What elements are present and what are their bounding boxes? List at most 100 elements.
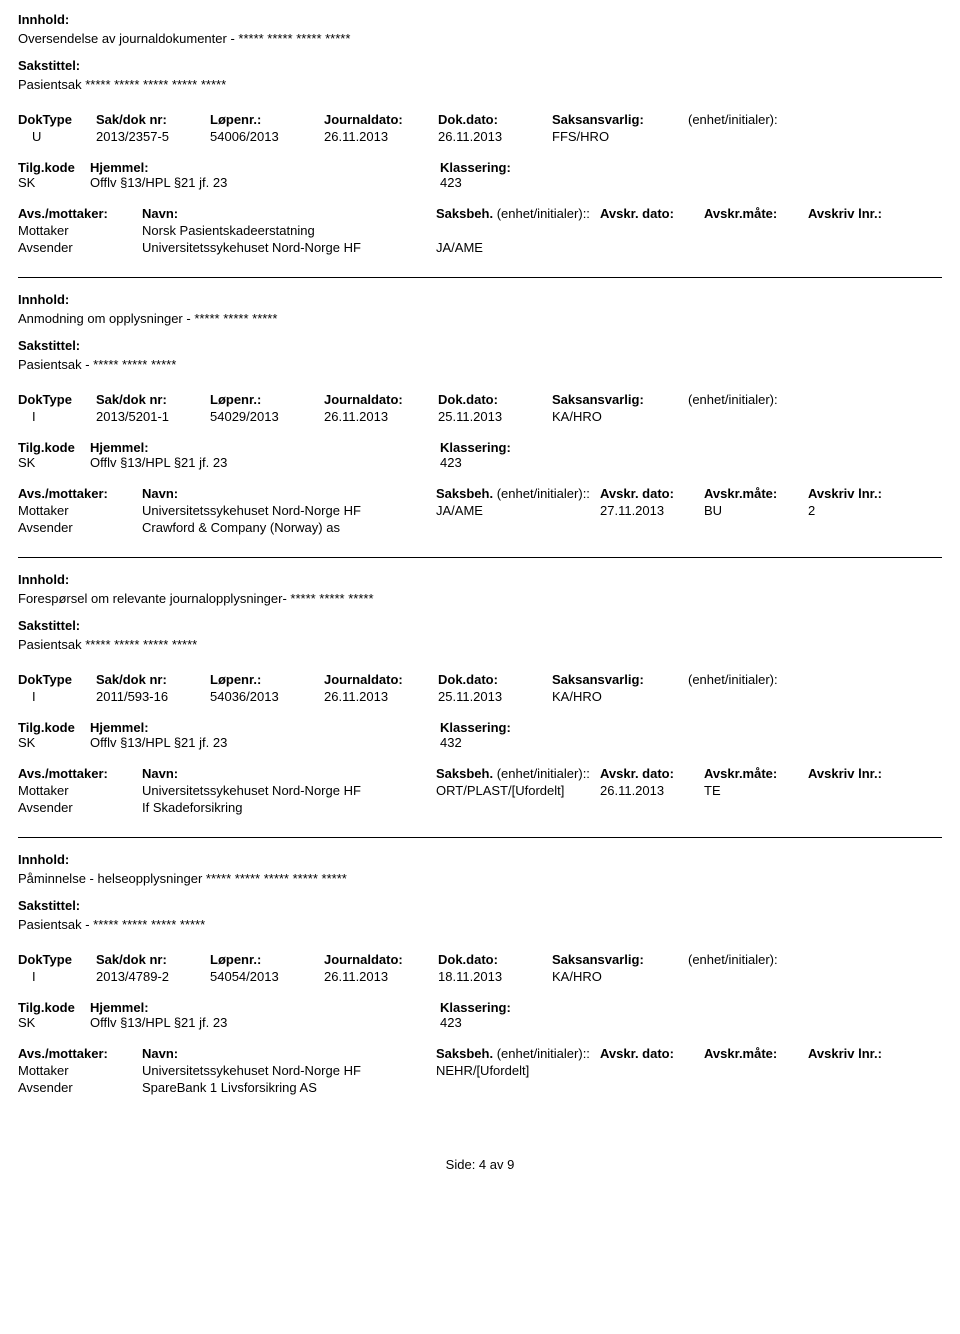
- tilgkode-label: Tilg.kode: [18, 720, 90, 735]
- doktype-value: I: [18, 689, 90, 704]
- sakdoknr-label: Sak/dok nr:: [96, 952, 204, 967]
- innhold-value: Anmodning om opplysninger - ***** ***** …: [18, 311, 942, 326]
- klassering-label: Klassering:: [440, 440, 620, 455]
- party-saksbeh: [436, 1080, 596, 1095]
- sakdoknr-label: Sak/dok nr:: [96, 112, 204, 127]
- avsmottaker-label: Avs./mottaker:: [18, 206, 138, 221]
- hjemmel-value: Offlv §13/HPL §21 jf. 23: [90, 735, 440, 750]
- party-avskrmate: [704, 1063, 804, 1078]
- party-avskrdato: [600, 1063, 700, 1078]
- navn-label: Navn:: [142, 1046, 432, 1061]
- party-name: Universitetssykehuset Nord-Norge HF: [142, 240, 432, 255]
- party-name: Universitetssykehuset Nord-Norge HF: [142, 503, 432, 518]
- avskrmate-label: Avskr.måte:: [704, 1046, 804, 1061]
- navn-label: Navn:: [142, 486, 432, 501]
- party-saksbeh: [436, 800, 596, 815]
- sakstittel-label: Sakstittel:: [18, 338, 80, 353]
- innhold-value: Påminnelse - helseopplysninger ***** ***…: [18, 871, 942, 886]
- avsmottaker-label: Avs./mottaker:: [18, 766, 138, 781]
- party-name: Universitetssykehuset Nord-Norge HF: [142, 1063, 432, 1078]
- saksansvarlig-value: KA/HRO: [552, 689, 682, 704]
- klassering-label: Klassering:: [440, 160, 620, 175]
- klassering-label: Klassering:: [440, 1000, 620, 1015]
- avskrivlnr-label: Avskriv lnr.:: [808, 206, 908, 221]
- innhold-label: Innhold:: [18, 572, 69, 587]
- party-saksbeh: NEHR/[Ufordelt]: [436, 1063, 596, 1078]
- lopenr-value: 54006/2013: [210, 129, 318, 144]
- innhold-value: Forespørsel om relevante journalopplysni…: [18, 591, 942, 606]
- journaldato-label: Journaldato:: [324, 112, 432, 127]
- tilgkode-label: Tilg.kode: [18, 440, 90, 455]
- hjemmel-label: Hjemmel:: [90, 160, 440, 175]
- dokdato-label: Dok.dato:: [438, 112, 546, 127]
- enhet-initialer-label: (enhet/initialer):: [688, 112, 848, 127]
- party-role: Avsender: [18, 520, 138, 535]
- party-saksbeh: [436, 223, 596, 238]
- party-role: Avsender: [18, 800, 138, 815]
- lopenr-label: Løpenr.:: [210, 392, 318, 407]
- sakstittel-value: Pasientsak - ***** ***** ***** *****: [18, 917, 942, 932]
- dokdato-value: 18.11.2013: [438, 969, 546, 984]
- dokdato-label: Dok.dato:: [438, 672, 546, 687]
- innhold-label: Innhold:: [18, 852, 69, 867]
- hjemmel-value: Offlv §13/HPL §21 jf. 23: [90, 175, 440, 190]
- party-role: Avsender: [18, 1080, 138, 1095]
- sakstittel-value: Pasientsak - ***** ***** *****: [18, 357, 942, 372]
- record-separator: [18, 837, 942, 838]
- party-avskrmate: [704, 223, 804, 238]
- avskrmate-label: Avskr.måte:: [704, 766, 804, 781]
- saksbeh-label: Saksbeh. (enhet/initialer)::: [436, 1046, 596, 1061]
- sakstittel-value: Pasientsak ***** ***** ***** ***** *****: [18, 77, 942, 92]
- saksansvarlig-value: KA/HRO: [552, 409, 682, 424]
- saksbeh-label: Saksbeh. (enhet/initialer)::: [436, 766, 596, 781]
- party-role: Mottaker: [18, 783, 138, 798]
- party-role: Mottaker: [18, 1063, 138, 1078]
- avskrdato-label: Avskr. dato:: [600, 1046, 700, 1061]
- hjemmel-label: Hjemmel:: [90, 1000, 440, 1015]
- tilgkode-value: SK: [18, 1015, 90, 1030]
- sakstittel-label: Sakstittel:: [18, 618, 80, 633]
- hjemmel-label: Hjemmel:: [90, 440, 440, 455]
- sakdoknr-label: Sak/dok nr:: [96, 672, 204, 687]
- innhold-value: Oversendelse av journaldokumenter - ****…: [18, 31, 942, 46]
- journaldato-label: Journaldato:: [324, 672, 432, 687]
- journaldato-label: Journaldato:: [324, 392, 432, 407]
- record-separator: [18, 277, 942, 278]
- party-name: SpareBank 1 Livsforsikring AS: [142, 1080, 432, 1095]
- party-avskrivlnr: [808, 240, 908, 255]
- dokdato-value: 25.11.2013: [438, 689, 546, 704]
- avskrmate-label: Avskr.måte:: [704, 206, 804, 221]
- journaldato-label: Journaldato:: [324, 952, 432, 967]
- avskrivlnr-label: Avskriv lnr.:: [808, 1046, 908, 1061]
- tilgkode-label: Tilg.kode: [18, 160, 90, 175]
- doktype-label: DokType: [18, 952, 90, 967]
- saksansvarlig-value: KA/HRO: [552, 969, 682, 984]
- party-avskrivlnr: [808, 800, 908, 815]
- dokdato-label: Dok.dato:: [438, 392, 546, 407]
- dokdato-label: Dok.dato:: [438, 952, 546, 967]
- lopenr-label: Løpenr.:: [210, 672, 318, 687]
- sakstittel-value: Pasientsak ***** ***** ***** *****: [18, 637, 942, 652]
- journal-record: Innhold: Påminnelse - helseopplysninger *…: [18, 852, 942, 1107]
- saksansvarlig-value: FFS/HRO: [552, 129, 682, 144]
- sakdoknr-value: 2013/5201-1: [96, 409, 204, 424]
- doktype-value: U: [18, 129, 90, 144]
- saksansvarlig-label: Saksansvarlig:: [552, 672, 682, 687]
- party-name: Norsk Pasientskadeerstatning: [142, 223, 432, 238]
- navn-label: Navn:: [142, 766, 432, 781]
- party-role: Mottaker: [18, 503, 138, 518]
- tilgkode-label: Tilg.kode: [18, 1000, 90, 1015]
- doktype-label: DokType: [18, 392, 90, 407]
- party-avskrdato: [600, 520, 700, 535]
- avskrdato-label: Avskr. dato:: [600, 766, 700, 781]
- party-name: If Skadeforsikring: [142, 800, 432, 815]
- doktype-value: I: [18, 409, 90, 424]
- party-role: Avsender: [18, 240, 138, 255]
- enhet-initialer-label: (enhet/initialer):: [688, 952, 848, 967]
- sakstittel-label: Sakstittel:: [18, 898, 80, 913]
- party-role: Mottaker: [18, 223, 138, 238]
- sakstittel-label: Sakstittel:: [18, 58, 80, 73]
- party-saksbeh: ORT/PLAST/[Ufordelt]: [436, 783, 596, 798]
- saksansvarlig-label: Saksansvarlig:: [552, 392, 682, 407]
- party-avskrmate: BU: [704, 503, 804, 518]
